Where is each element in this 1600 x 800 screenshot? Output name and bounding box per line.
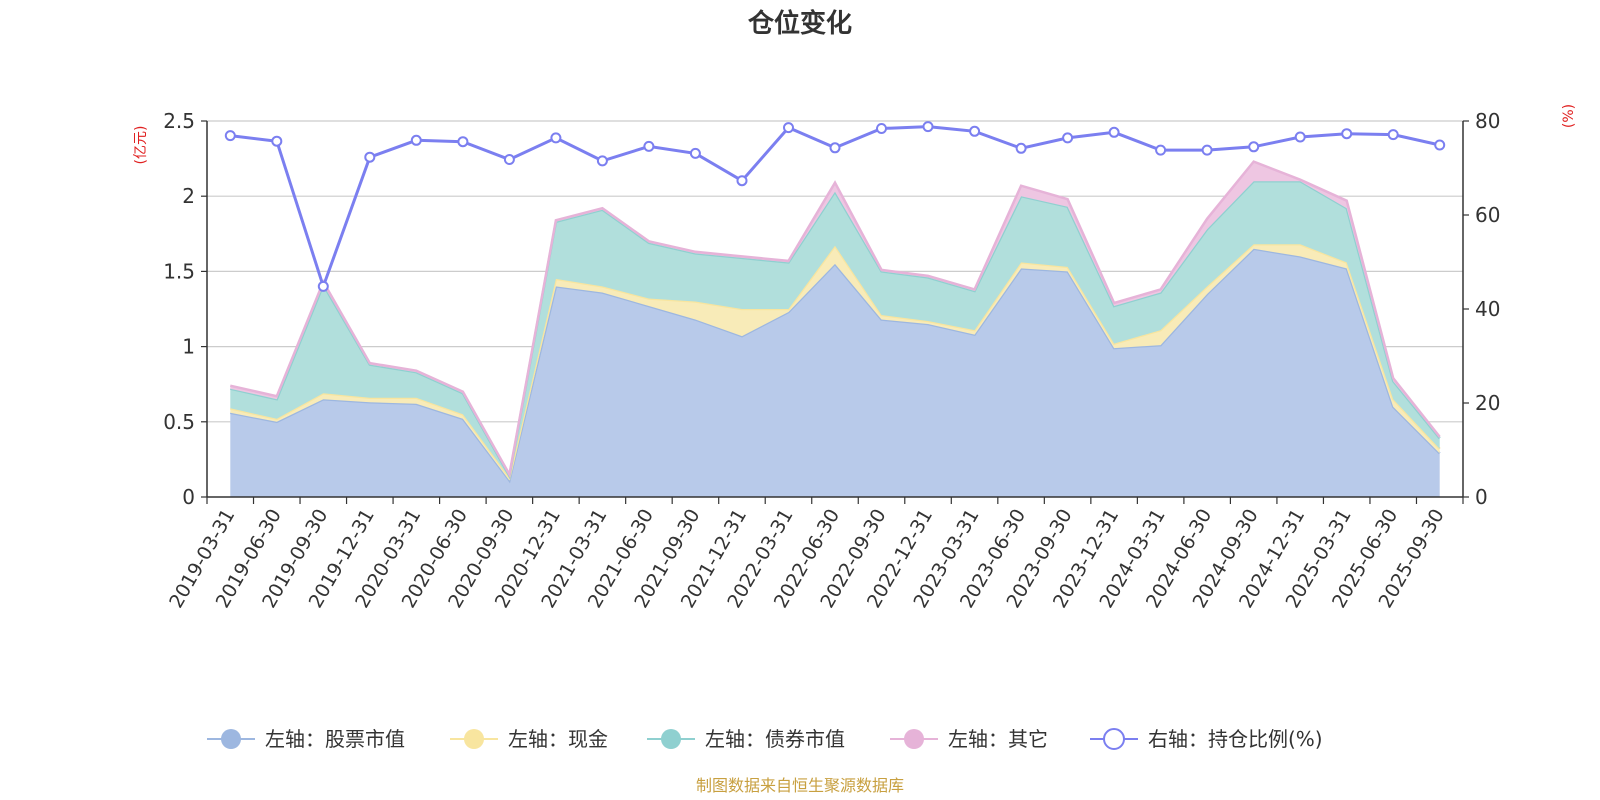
chart-title: 仓位变化 bbox=[747, 8, 852, 39]
ratio-point[interactable] bbox=[457, 136, 469, 148]
right-tick-label: 0 bbox=[1475, 485, 1488, 509]
ratio-point[interactable] bbox=[1387, 129, 1399, 141]
ratio-point[interactable] bbox=[1155, 144, 1167, 156]
legend-marker bbox=[1103, 728, 1125, 750]
right-tick-label: 60 bbox=[1475, 203, 1500, 227]
legend-item-bond[interactable]: 左轴：债券市值 bbox=[647, 727, 845, 751]
legend-item-cash[interactable]: 左轴：现金 bbox=[450, 727, 608, 751]
ratio-point[interactable] bbox=[1015, 142, 1027, 154]
legend-marker bbox=[661, 729, 681, 749]
legend-marker bbox=[221, 729, 241, 749]
data-source-note: 制图数据来自恒生聚源数据库 bbox=[696, 776, 904, 795]
legend-item-stock[interactable]: 左轴：股票市值 bbox=[207, 727, 405, 751]
ratio-point[interactable] bbox=[1201, 144, 1213, 156]
legend-marker bbox=[464, 729, 484, 749]
ratio-point[interactable] bbox=[1434, 139, 1446, 151]
ratio-point[interactable] bbox=[829, 142, 841, 154]
ratio-point[interactable] bbox=[643, 140, 655, 152]
right-axis-ticks: 0 20 40 60 80 bbox=[1463, 109, 1500, 509]
ratio-point[interactable] bbox=[1108, 126, 1120, 138]
ratio-point[interactable] bbox=[364, 151, 376, 163]
right-axis-unit: (%) bbox=[1561, 104, 1577, 128]
ratio-point[interactable] bbox=[1248, 141, 1260, 153]
left-tick-label: 1.5 bbox=[163, 259, 195, 283]
left-axis-unit: (亿元) bbox=[133, 126, 149, 165]
legend-label: 左轴：债券市值 bbox=[705, 727, 845, 751]
legend-item-ratio[interactable]: 右轴：持仓比例(%) bbox=[1090, 727, 1323, 751]
area-2 bbox=[230, 181, 1440, 478]
right-tick-label: 20 bbox=[1475, 391, 1500, 415]
right-tick-label: 80 bbox=[1475, 109, 1500, 133]
ratio-point[interactable] bbox=[876, 123, 887, 134]
left-axis-ticks: 0 0.5 1 1.5 2 2.5 bbox=[163, 109, 207, 509]
ratio-point[interactable] bbox=[1062, 132, 1074, 144]
left-tick-label: 0.5 bbox=[163, 410, 195, 434]
ratio-point[interactable] bbox=[410, 134, 422, 146]
ratio-point[interactable] bbox=[503, 154, 515, 165]
ratio-point[interactable] bbox=[969, 125, 981, 137]
ratio-point[interactable] bbox=[736, 175, 748, 187]
ratio-point[interactable] bbox=[783, 122, 794, 134]
legend-marker bbox=[904, 729, 924, 749]
ratio-point[interactable] bbox=[1341, 128, 1353, 140]
ratio-point[interactable] bbox=[550, 132, 562, 144]
ratio-point[interactable] bbox=[689, 147, 701, 159]
ratio-point[interactable] bbox=[1294, 131, 1306, 143]
ratio-point[interactable] bbox=[317, 280, 329, 292]
left-tick-label: 2 bbox=[182, 184, 195, 208]
stacked-areas bbox=[230, 160, 1441, 497]
legend-label: 左轴：现金 bbox=[508, 727, 608, 751]
legend-label: 右轴：持仓比例(%) bbox=[1148, 727, 1323, 751]
legend: 左轴：股票市值 左轴：现金 左轴：债券市值 左轴：其它 右轴：持仓比例(%) bbox=[207, 727, 1323, 751]
left-tick-label: 2.5 bbox=[163, 109, 195, 133]
x-axis-ticks: 2019-03-312019-06-302019-09-302019-12-31… bbox=[165, 505, 1449, 612]
area-0 bbox=[230, 248, 1440, 497]
left-tick-label: 0 bbox=[182, 485, 195, 509]
left-tick-label: 1 bbox=[182, 335, 195, 359]
ratio-point[interactable] bbox=[596, 155, 608, 167]
legend-item-other[interactable]: 左轴：其它 bbox=[890, 727, 1048, 751]
area-edge-3 bbox=[230, 160, 1441, 479]
ratio-point[interactable] bbox=[224, 130, 236, 142]
legend-label: 左轴：股票市值 bbox=[265, 727, 405, 751]
legend-label: 左轴：其它 bbox=[948, 727, 1048, 751]
ratio-point[interactable] bbox=[271, 135, 283, 147]
ratio-point[interactable] bbox=[922, 121, 934, 133]
holding-ratio-series bbox=[224, 121, 1446, 292]
right-tick-label: 40 bbox=[1475, 297, 1500, 321]
